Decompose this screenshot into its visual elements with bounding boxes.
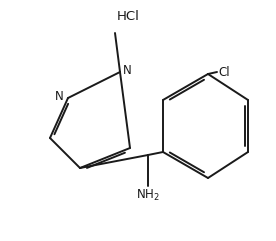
Text: HCl: HCl bbox=[116, 9, 139, 22]
Text: NH$_2$: NH$_2$ bbox=[136, 188, 160, 203]
Text: N: N bbox=[123, 65, 132, 78]
Text: N: N bbox=[55, 91, 64, 103]
Text: Cl: Cl bbox=[218, 66, 230, 79]
